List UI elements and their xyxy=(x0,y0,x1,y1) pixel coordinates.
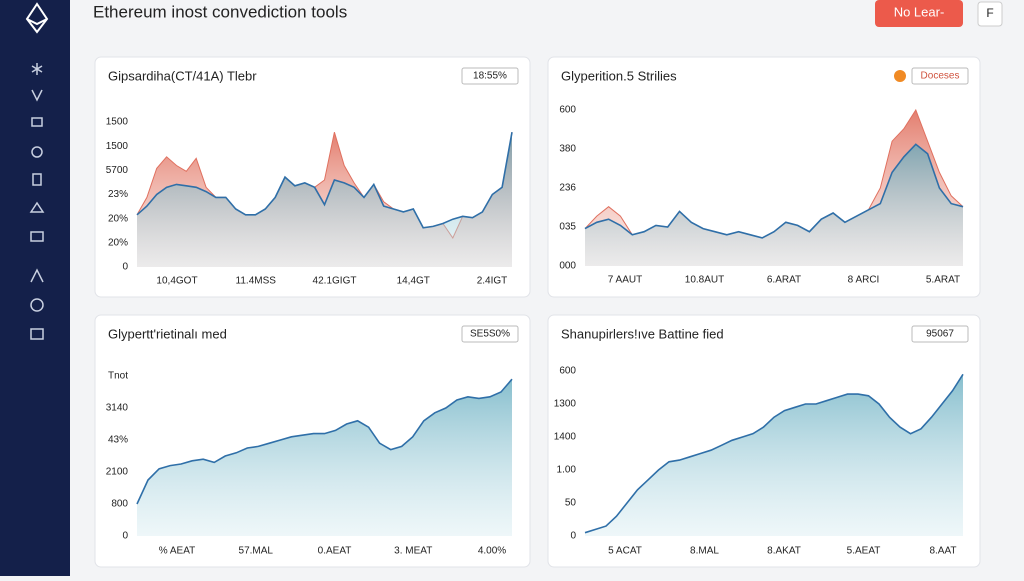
y-label: 3140 xyxy=(106,403,129,414)
y-label: 0 xyxy=(570,531,576,542)
y-label: 236 xyxy=(559,183,576,194)
x-label: 8 ARCI xyxy=(848,275,880,286)
nav-icon[interactable] xyxy=(30,328,44,340)
y-label: 50 xyxy=(565,498,577,509)
nav-icon[interactable] xyxy=(31,117,43,127)
nav-icon[interactable] xyxy=(29,201,45,213)
y-label: 23% xyxy=(108,189,128,200)
badge-dot xyxy=(894,70,906,82)
x-label: 5.ARAT xyxy=(926,275,960,286)
y-label: 0 xyxy=(122,262,128,273)
badge xyxy=(461,67,519,85)
icon-button-label[interactable]: F xyxy=(986,6,993,20)
series-line xyxy=(584,373,964,534)
card-title: Glypertt'rietinalı med xyxy=(108,326,227,341)
y-label: 0 xyxy=(122,531,128,542)
x-label: 42.1GIGT xyxy=(313,276,357,287)
y-label: 2100 xyxy=(106,467,129,478)
series-area xyxy=(137,379,512,536)
x-label: 8.AKAT xyxy=(767,546,801,557)
y-label: 5700 xyxy=(106,165,129,176)
y-label: 380 xyxy=(559,144,576,155)
series-area xyxy=(585,144,963,266)
series-area xyxy=(137,132,512,267)
y-label: Tnot xyxy=(108,371,128,382)
x-label: 11.4MSS xyxy=(236,276,277,287)
icon-button[interactable] xyxy=(977,1,1003,27)
nav-icon[interactable] xyxy=(31,89,43,102)
series-line xyxy=(584,143,964,239)
x-label: 14,4GT xyxy=(397,276,430,287)
x-label: 0.AEAT xyxy=(318,546,352,557)
y-label: 1400 xyxy=(554,432,577,443)
card-title: Glyperition.5 Strilies xyxy=(561,68,677,83)
x-label: 5 ACAT xyxy=(608,546,642,557)
badge-label: SE5S0% xyxy=(470,329,510,340)
card-title: Gipsardiha(CT/41A) Tlebr xyxy=(108,68,257,83)
sidebar xyxy=(0,0,70,576)
primary-button-label[interactable]: No Lear- xyxy=(894,4,945,19)
x-label: 3. MEAT xyxy=(394,546,432,557)
series-area xyxy=(585,374,963,536)
x-label: 7 AAUT xyxy=(608,275,642,286)
badge xyxy=(911,325,969,343)
nav-icon[interactable] xyxy=(31,63,43,75)
y-label: 43% xyxy=(108,435,128,446)
y-label: 1500 xyxy=(106,141,129,152)
y-label: 035 xyxy=(559,222,576,233)
y-label: 1500 xyxy=(106,117,129,128)
y-label: 600 xyxy=(559,366,576,377)
y-label: 1.00 xyxy=(557,465,577,476)
badge-label: 95067 xyxy=(926,329,954,340)
badge xyxy=(911,67,969,85)
series-line xyxy=(136,132,513,229)
nav-icon[interactable] xyxy=(31,146,43,158)
x-label: 10,4GOT xyxy=(156,276,197,287)
y-label: 1300 xyxy=(554,399,577,410)
nav-icon[interactable] xyxy=(30,298,44,312)
x-label: 2.4IGT xyxy=(477,276,508,287)
nav-icon[interactable] xyxy=(32,173,42,186)
x-label: 4.00% xyxy=(478,546,506,557)
y-label: 20% xyxy=(108,237,128,248)
x-label: % AEAT xyxy=(159,546,196,557)
series-line xyxy=(136,378,513,505)
nav-icon[interactable] xyxy=(30,231,44,242)
badge xyxy=(461,325,519,343)
badge-label: Doceses xyxy=(921,71,960,82)
x-label: 57.MAL xyxy=(239,546,274,557)
x-label: 5.AEAT xyxy=(847,546,881,557)
y-label: 800 xyxy=(111,499,128,510)
logo xyxy=(25,2,49,34)
x-label: 8.MAL xyxy=(690,546,719,557)
card-title: Shanupirlers!ıve Battine fied xyxy=(561,326,724,341)
y-label: 000 xyxy=(559,261,576,272)
badge-label: 18:55% xyxy=(473,71,507,82)
nav-icon[interactable] xyxy=(30,268,44,283)
x-label: 8.AAT xyxy=(929,546,956,557)
sidebar-icons xyxy=(25,2,49,340)
page-title: Ethereum inost convediction tools xyxy=(93,2,347,21)
x-label: 6.ARAT xyxy=(767,275,801,286)
y-label: 20% xyxy=(108,213,128,224)
primary-button[interactable] xyxy=(875,0,963,27)
x-label: 10.8AUT xyxy=(685,275,724,286)
y-label: 600 xyxy=(559,105,576,116)
